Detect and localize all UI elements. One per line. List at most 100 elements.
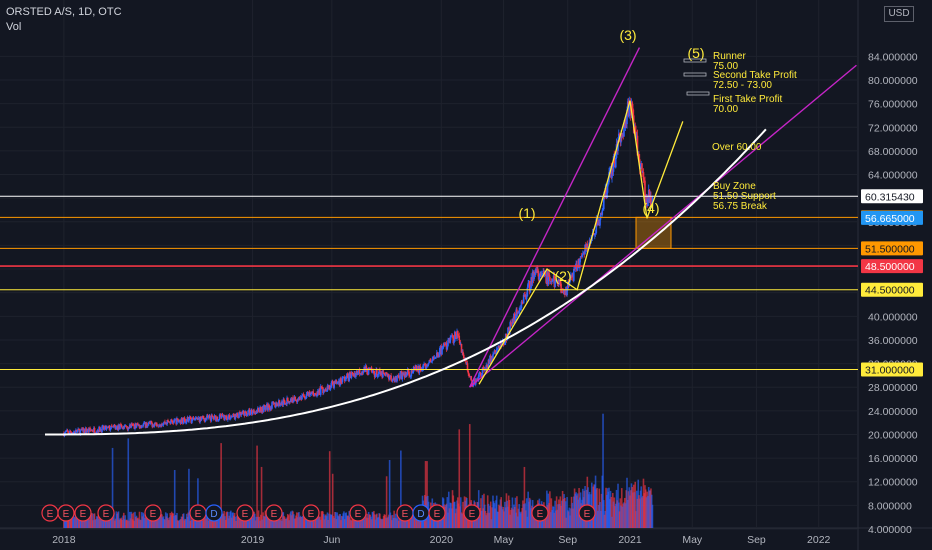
candle-body xyxy=(462,351,464,355)
buy-zone-label: Buy Zone xyxy=(713,181,756,192)
earnings-marker[interactable]: E xyxy=(428,504,446,522)
time-tick-label: Sep xyxy=(558,534,577,546)
earnings-marker[interactable]: E xyxy=(531,504,549,522)
candle-body xyxy=(631,102,634,109)
candle-body xyxy=(644,180,646,197)
volume-bar xyxy=(610,496,613,528)
earnings-marker[interactable]: E xyxy=(265,504,283,522)
candle-body xyxy=(495,348,498,353)
event-marker-letter: E xyxy=(271,509,278,520)
candle-body xyxy=(642,172,645,180)
candle-body xyxy=(278,400,281,406)
candle-body xyxy=(367,374,369,376)
candle-body xyxy=(595,218,598,234)
earnings-marker[interactable]: E xyxy=(349,504,367,522)
price-tick-label: 28.000000 xyxy=(868,382,918,394)
candle-body xyxy=(410,370,413,377)
candle-body xyxy=(382,372,384,378)
earnings-marker[interactable]: E xyxy=(144,504,162,522)
candle-body xyxy=(246,414,249,416)
earnings-marker[interactable]: E xyxy=(578,504,596,522)
earnings-marker[interactable]: E xyxy=(97,504,115,522)
candle-body xyxy=(173,420,175,424)
candle-body xyxy=(221,414,223,418)
wave-label: (3) xyxy=(619,27,636,43)
candle-body xyxy=(579,256,582,260)
candle-body xyxy=(224,415,226,420)
earnings-marker[interactable]: E xyxy=(236,504,254,522)
candle-body xyxy=(161,424,164,426)
volume-bar xyxy=(117,511,120,528)
candle-body xyxy=(518,310,520,313)
candle-body xyxy=(212,416,214,418)
candle-body xyxy=(238,412,240,418)
candle-body xyxy=(185,422,187,424)
candle-body xyxy=(405,372,407,376)
candle-body xyxy=(514,318,517,323)
earnings-marker[interactable]: E xyxy=(463,504,481,522)
earnings-marker[interactable]: E xyxy=(396,504,414,522)
candle-body xyxy=(520,301,523,309)
candle-body xyxy=(103,427,106,430)
candle-body xyxy=(115,426,118,430)
candle-body xyxy=(378,369,380,374)
channel-upper-line[interactable] xyxy=(468,47,641,388)
volume-bar xyxy=(602,413,604,528)
candle-body xyxy=(406,374,408,376)
candlesticks xyxy=(63,96,654,438)
candle-body xyxy=(170,419,173,422)
runner-value: 75.00 xyxy=(713,61,738,72)
event-marker-circle xyxy=(57,504,75,522)
time-axis[interactable]: 2018 2019 Jun 2020 May Sep 2021 May Sep 2022 xyxy=(52,534,830,546)
candle-body xyxy=(528,281,531,292)
candle-body xyxy=(161,424,163,426)
channel-lower-line[interactable] xyxy=(469,64,857,388)
target-marker[interactable] xyxy=(686,91,710,96)
earnings-marker[interactable]: E xyxy=(74,504,92,522)
candle-body xyxy=(433,357,435,359)
candle-body xyxy=(638,154,640,160)
elliott-wave-path[interactable] xyxy=(478,100,684,385)
earnings-marker[interactable]: E xyxy=(302,504,320,522)
candle-body xyxy=(341,377,344,383)
event-marker-letter: E xyxy=(103,509,110,520)
volume-indicator-label[interactable]: Vol xyxy=(6,21,22,33)
candle-body xyxy=(328,385,331,390)
price-tick-label: 8.000000 xyxy=(868,500,912,512)
candle-body xyxy=(544,273,547,274)
earnings-marker[interactable]: E xyxy=(41,504,59,522)
parabolic-curve[interactable] xyxy=(45,128,767,436)
wave-label: (1) xyxy=(518,205,535,221)
candle-body xyxy=(305,394,308,399)
candle-body xyxy=(586,243,589,249)
price-level-tag: 51.500000 xyxy=(861,241,923,256)
price-level-tag: 48.500000 xyxy=(861,259,923,274)
target-marker[interactable] xyxy=(683,58,707,63)
candle-body xyxy=(176,418,179,420)
candle-body xyxy=(507,327,510,329)
candle-body xyxy=(504,342,506,345)
candle-body xyxy=(242,410,245,414)
candle-body xyxy=(485,365,488,370)
dividend-marker[interactable]: D xyxy=(412,504,430,522)
volume-bars xyxy=(63,413,654,528)
candle-body xyxy=(623,123,625,137)
candle-body xyxy=(573,268,576,270)
runner-label: Runner xyxy=(713,51,746,62)
candle-body xyxy=(302,394,305,396)
earnings-marker[interactable]: E xyxy=(57,504,75,522)
event-marker-letter: E xyxy=(355,509,362,520)
candle-body xyxy=(525,296,528,300)
candle-body xyxy=(385,372,388,374)
candle-body xyxy=(79,430,82,435)
target-marker[interactable] xyxy=(683,72,707,77)
dividend-marker[interactable]: D xyxy=(205,504,223,522)
earnings-marker[interactable]: E xyxy=(189,504,207,522)
currency-button[interactable]: USD xyxy=(884,6,914,22)
event-marker-letter: E xyxy=(242,509,249,520)
candle-body xyxy=(184,419,186,423)
